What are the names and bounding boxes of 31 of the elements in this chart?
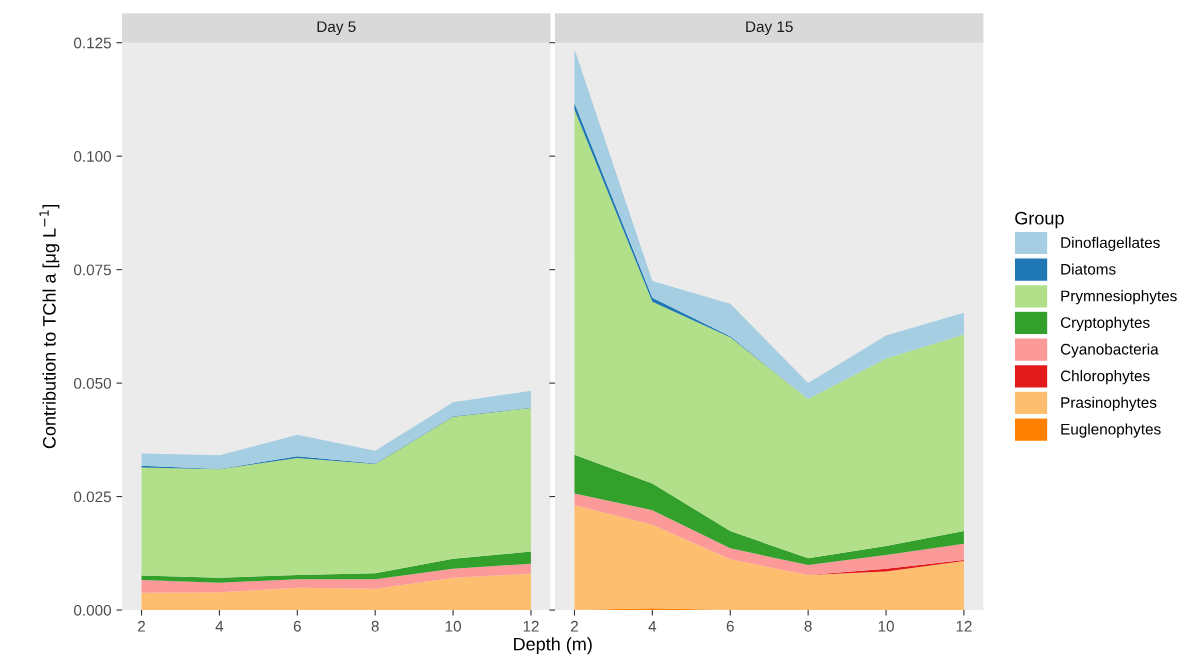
x-tick-label: 6 <box>293 620 301 632</box>
legend-label: Dinoflagellates <box>1061 236 1160 252</box>
chart-title: Day 15 <box>746 21 793 36</box>
x-tick-label: 12 <box>523 620 539 632</box>
legend-label: Prasinophytes <box>1061 396 1157 411</box>
x-tick-label: 4 <box>648 621 657 632</box>
y-tick-label: 0.000 <box>73 604 112 616</box>
x-tick-label: 8 <box>371 620 379 632</box>
x-tick-label: 2 <box>570 620 578 632</box>
legend-label: Diatoms <box>1061 263 1116 275</box>
x-axis-title: Depth (m) <box>514 637 592 655</box>
x-tick-label: 6 <box>726 620 734 632</box>
x-tick-label: 8 <box>804 620 812 632</box>
y-tick-label: 0.075 <box>73 264 111 276</box>
x-tick-label: 4 <box>215 621 224 632</box>
x-tick-label: 10 <box>878 620 894 632</box>
y-axis-title: Contribution to TChl a [μg L$^{−1}$] <box>39 204 60 449</box>
legend-label: Chlorophytes <box>1060 370 1150 385</box>
y-tick-label: 0.050 <box>73 377 112 389</box>
y-tick-label: 0.025 <box>73 491 111 503</box>
legend-label: Cryptophytes <box>1060 316 1150 331</box>
y-tick-label: 0.100 <box>73 151 112 162</box>
legend-title: Group <box>1015 211 1064 229</box>
legend-label: Prymnesiophytes <box>1061 290 1177 305</box>
x-tick-label: 12 <box>956 620 972 632</box>
x-tick-label: 10 <box>445 620 461 632</box>
legend-label: Euglenophytes <box>1061 423 1161 438</box>
x-tick-label: 2 <box>138 620 145 632</box>
y-tick-label: 0.125 <box>73 37 111 49</box>
chart-title: Day 5 <box>317 21 356 36</box>
legend-label: Cyanobacteria <box>1060 343 1159 358</box>
